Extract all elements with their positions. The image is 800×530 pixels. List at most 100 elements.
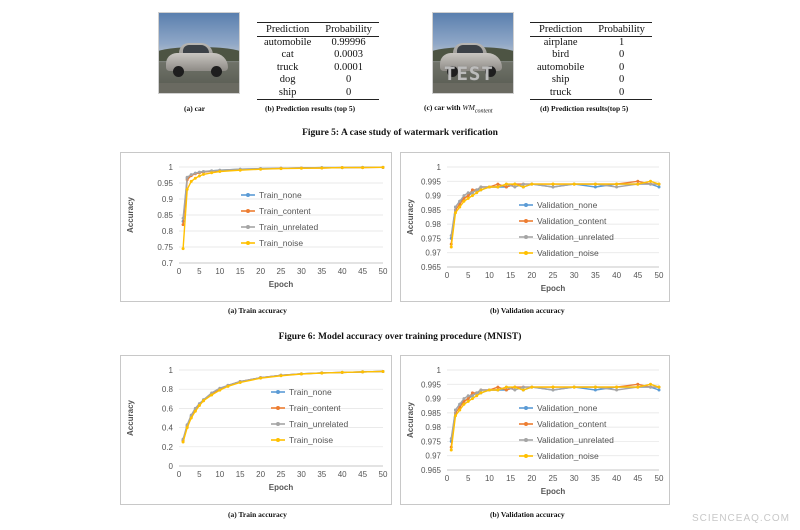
- y-axis-label: Accuracy: [406, 198, 415, 235]
- data-point-noise: [521, 388, 525, 392]
- table-row: truck 0: [530, 86, 652, 101]
- subcaption-6a: (a) Train accuracy: [228, 306, 287, 315]
- data-point-unrelated: [521, 182, 525, 186]
- legend-marker-noise: [276, 438, 280, 442]
- series-line-none: [450, 386, 660, 442]
- y-tick-label: 0.97: [425, 249, 441, 258]
- data-point-noise: [572, 182, 576, 186]
- prob-cell: 0: [591, 86, 652, 101]
- table-row: cat 0.0003: [257, 49, 379, 61]
- data-point-noise: [657, 385, 661, 389]
- prob-cell: 0: [618, 74, 625, 86]
- series-line-noise: [182, 166, 384, 249]
- data-point-noise: [636, 182, 640, 186]
- data-point-noise: [201, 399, 205, 403]
- data-point-unrelated: [475, 188, 479, 192]
- table-row: airplane 1: [530, 37, 652, 50]
- y-tick-label: 1: [169, 163, 174, 172]
- subcaption-7b: (b) Validation accuracy: [490, 510, 565, 519]
- table-row: automobile 0: [530, 62, 652, 74]
- data-point-noise: [453, 414, 457, 418]
- series-line-noise: [182, 370, 384, 443]
- data-point-noise: [210, 171, 214, 175]
- x-tick-label: 10: [215, 470, 224, 479]
- prob-cell: 0.0003: [334, 49, 364, 61]
- data-point-noise: [193, 409, 197, 413]
- data-point-unrelated: [513, 388, 517, 392]
- table-header: Prediction: [530, 22, 592, 37]
- y-tick-label: 1: [437, 366, 442, 375]
- series-line-none: [182, 370, 384, 441]
- data-point-noise: [657, 182, 661, 186]
- data-point-noise: [479, 391, 483, 395]
- legend-marker-noise: [524, 251, 528, 255]
- data-point-noise: [462, 402, 466, 406]
- data-point-unrelated: [521, 385, 525, 389]
- table-row: ship 0: [257, 86, 379, 101]
- watermark-text: TEST: [444, 63, 494, 85]
- data-point-unrelated: [615, 185, 619, 189]
- data-point-none: [593, 185, 597, 189]
- subcaption-c-prefix: (c) car with: [424, 103, 463, 112]
- class-cell: airplane: [543, 37, 578, 48]
- data-point-noise: [636, 385, 640, 389]
- train-accuracy-chart-2: 00.20.40.60.810 5 10 15 20 25 30 35 40 45 50EpochA…: [126, 366, 388, 492]
- data-point-content: [466, 397, 470, 401]
- legend-marker-noise: [524, 454, 528, 458]
- x-tick-label: 25: [277, 267, 286, 276]
- legend-label-unrelated: Validation_unrelated: [537, 435, 614, 445]
- data-point-noise: [361, 370, 365, 374]
- data-point-noise: [197, 404, 201, 408]
- subcaption-6b: (b) Validation accuracy: [490, 306, 565, 315]
- data-point-noise: [320, 371, 324, 375]
- data-point-content: [504, 388, 508, 392]
- x-tick-label: 20: [256, 470, 265, 479]
- x-tick-label: 35: [317, 267, 326, 276]
- x-tick-label: 5: [466, 474, 471, 483]
- table-row: bird 0: [530, 49, 652, 61]
- data-point-none: [657, 388, 661, 392]
- data-point-noise: [530, 385, 534, 389]
- x-tick-label: 45: [633, 271, 642, 280]
- table-row: truck 0.0001: [257, 62, 379, 74]
- data-point-content: [470, 188, 474, 192]
- legend-label-content: Validation_content: [537, 216, 607, 226]
- x-tick-label: 50: [655, 271, 664, 280]
- prob-cell: 0.99996: [331, 37, 366, 48]
- car-image: [158, 12, 240, 94]
- legend-marker-content: [524, 219, 528, 223]
- data-point-noise: [181, 247, 185, 251]
- data-point-noise: [458, 205, 462, 209]
- legend-label-content: Train_content: [289, 403, 341, 413]
- data-point-noise: [185, 187, 189, 191]
- data-point-unrelated: [466, 394, 470, 398]
- data-point-noise: [340, 166, 344, 170]
- data-point-noise: [299, 372, 303, 376]
- legend-label-content: Train_content: [259, 206, 311, 216]
- x-tick-label: 35: [317, 470, 326, 479]
- x-tick-label: 10: [485, 271, 494, 280]
- y-tick-label: 0.4: [162, 424, 174, 433]
- x-tick-label: 40: [612, 271, 621, 280]
- y-tick-label: 0.95: [157, 179, 173, 188]
- prob-cell: 0.0001: [334, 61, 364, 73]
- y-tick-label: 0.965: [421, 466, 442, 475]
- y-tick-label: 0.985: [421, 409, 442, 418]
- y-tick-label: 0.995: [421, 380, 442, 389]
- car-watermarked-image: TEST: [432, 12, 514, 94]
- legend-label-noise: Train_noise: [289, 435, 333, 445]
- data-point-noise: [259, 376, 263, 380]
- class-cell: cat: [281, 49, 294, 61]
- data-point-noise: [593, 182, 597, 186]
- subcaption-b: (b) Prediction results (top 5): [265, 104, 356, 113]
- data-point-noise: [210, 393, 214, 397]
- x-tick-label: 50: [655, 474, 664, 483]
- x-tick-label: 15: [236, 267, 245, 276]
- x-tick-label: 20: [527, 474, 536, 483]
- x-tick-label: 30: [570, 271, 579, 280]
- legend-label-unrelated: Validation_unrelated: [537, 232, 614, 242]
- data-point-noise: [466, 196, 470, 200]
- x-tick-label: 40: [612, 474, 621, 483]
- data-point-noise: [201, 172, 205, 176]
- x-tick-label: 30: [297, 470, 306, 479]
